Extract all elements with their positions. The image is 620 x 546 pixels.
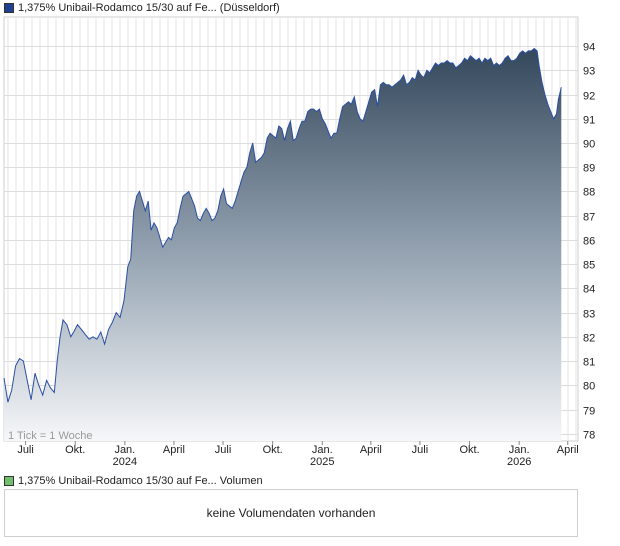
x-tick-label: Jan. (312, 444, 333, 456)
y-tick-label: 86 (583, 236, 595, 248)
y-tick-label: 79 (583, 406, 595, 418)
y-tick-label: 82 (583, 333, 595, 345)
y-tick-label: 78 (583, 430, 595, 442)
y-tick-label: 92 (583, 91, 595, 103)
y-tick-label: 83 (583, 309, 595, 321)
price-legend-swatch (4, 2, 14, 13)
tick-note: 1 Tick = 1 Woche (8, 430, 92, 442)
x-year-label: 2024 (113, 456, 137, 468)
y-tick-label: 84 (583, 284, 595, 296)
volume-legend: 1,375% Unibail-Rodamco 15/30 auf Fe... V… (4, 474, 263, 487)
y-tick-label: 80 (583, 381, 595, 393)
price-line (3, 47, 562, 403)
y-tick-label: 85 (583, 260, 595, 272)
volume-message: keine Volumendaten vorhanden (206, 506, 376, 520)
x-tick-label: April (360, 444, 382, 456)
y-tick-label: 94 (583, 42, 595, 54)
price-area (4, 48, 562, 441)
volume-panel: keine Volumendaten vorhanden (4, 489, 578, 537)
price-legend-label: 1,375% Unibail-Rodamco 15/30 auf Fe... (… (18, 1, 280, 14)
x-tick-label: Okt. (263, 444, 283, 456)
y-tick-label: 81 (583, 357, 595, 369)
y-tick-label: 89 (583, 163, 595, 175)
x-tick-label: April (557, 444, 579, 456)
x-tick-label: Juli (412, 444, 429, 456)
x-year-label: 2025 (310, 456, 334, 468)
x-tick-label: April (163, 444, 185, 456)
x-year-label: 2026 (507, 456, 531, 468)
price-chart: 78 79 80 81 82 83 84 85 86 87 88 89 90 91 92 93 94 Juli O… (3, 16, 595, 468)
y-tick-label: 93 (583, 66, 595, 78)
x-tick-label: Juli (17, 444, 34, 456)
x-tick-label: Jan. (114, 444, 135, 456)
x-tick-label: Juli (215, 444, 232, 456)
y-tick-label: 88 (583, 187, 595, 199)
y-axis-labels: 78 79 80 81 82 83 84 85 86 87 88 89 90 91 92 93 94 (583, 42, 595, 442)
y-tick-label: 87 (583, 212, 595, 224)
volume-legend-label: 1,375% Unibail-Rodamco 15/30 auf Fe... V… (18, 474, 263, 487)
price-legend: 1,375% Unibail-Rodamco 15/30 auf Fe... (… (4, 1, 280, 14)
y-tick-label: 90 (583, 139, 595, 151)
x-tick-label: Okt. (65, 444, 85, 456)
x-tick-label: Okt. (459, 444, 479, 456)
y-tick-label: 91 (583, 115, 595, 127)
x-tick-label: Jan. (509, 444, 530, 456)
volume-legend-swatch (4, 475, 14, 486)
